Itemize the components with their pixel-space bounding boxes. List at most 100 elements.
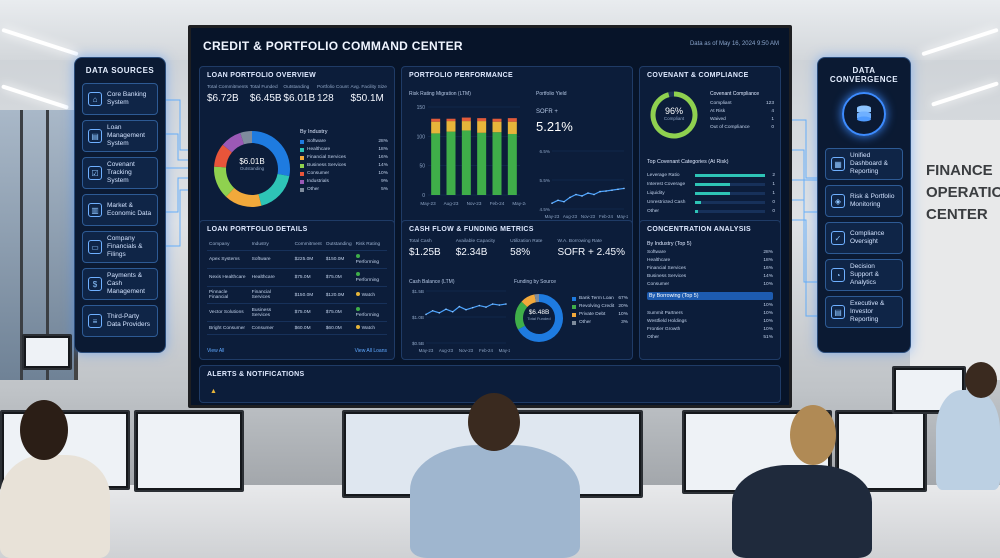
- concentration-industry-row: Financial Services 16%: [647, 265, 773, 273]
- migration-bar-at-risk: [446, 118, 456, 122]
- concentration-borrower-pct: 10%: [763, 311, 773, 316]
- table-row[interactable]: Pinnacle Financial Financial Services $150…: [207, 286, 387, 304]
- cash-flow-kpi-label: Utilization Rate: [510, 239, 543, 244]
- ceiling-light: [1, 84, 69, 110]
- table-cell-commitment: $225.0M: [292, 250, 324, 269]
- yield-x-tick: Feb-24: [599, 214, 613, 219]
- yield-point: [575, 193, 577, 196]
- donut-center-value: $6.01B: [239, 157, 265, 166]
- covenant-category-bar: [695, 192, 730, 195]
- report-icon: ▤: [831, 305, 845, 319]
- rating-label: Performing: [355, 260, 380, 265]
- rating-label: Performing: [355, 313, 380, 318]
- concentration-industry-row: Healthcare 18%: [647, 257, 773, 265]
- table-header[interactable]: Commitment: [292, 239, 324, 251]
- cash-x-tick: Nov-23: [459, 348, 474, 353]
- covenant-category-row: Other 0: [647, 207, 775, 216]
- funding-title: Funding by Source: [514, 279, 556, 285]
- funding-center-label: Total Funded: [527, 316, 551, 321]
- covenant-categories-title: Top Covenant Categories (At Risk): [647, 159, 729, 165]
- table-header[interactable]: Company: [207, 239, 250, 251]
- gauge-value: 96%: [664, 106, 683, 116]
- covenant-category-bar: [695, 201, 701, 204]
- funding-legend-row: Private Debt 10%: [572, 311, 628, 319]
- data-sources-title: DATA SOURCES: [85, 66, 155, 75]
- table-row[interactable]: Apex Systems Software $225.0M $150.0M Perfor…: [207, 250, 387, 269]
- convergence-item[interactable]: ✓ Compliance Oversight: [825, 222, 903, 254]
- concentration-industry-name: Software: [647, 250, 666, 255]
- rating-label: Watch: [361, 293, 376, 298]
- migration-bar-performing: [492, 132, 502, 195]
- table-cell-industry: Business Services: [249, 303, 293, 322]
- payment-icon: $: [88, 277, 102, 291]
- funding-slice: [521, 294, 537, 308]
- cash-flow-title: CASH FLOW & FUNDING METRICS: [409, 226, 534, 233]
- covenant-category-row: Interest Coverage 1: [647, 180, 775, 189]
- industry-legend-row: Financial Services 16%: [300, 154, 388, 162]
- alerts-panel: ALERTS & NOTIFICATIONS ▲: [199, 365, 781, 403]
- migration-bar-at-risk: [507, 118, 517, 122]
- migration-y-tick: 0: [422, 193, 425, 199]
- compliance-summary-row: Out of Compliance 0: [710, 124, 774, 132]
- concentration-borrower-pct: 10%: [763, 303, 773, 308]
- convergence-item[interactable]: ◈ Risk & Portfolio Monitoring: [825, 185, 903, 217]
- operator-far-right-head: [965, 362, 997, 398]
- compliance-summary-value: 0: [771, 125, 774, 130]
- cash-point: [491, 303, 494, 305]
- convergence-item-label: Risk & Portfolio Monitoring: [850, 193, 895, 208]
- data-source-item[interactable]: ≡ Third-Party Data Providers: [82, 305, 158, 337]
- cash-flow-kpi-value: 58%: [510, 247, 531, 258]
- table-row[interactable]: Nexis Healthcare Healthcare $75.0M $75.0M Pe…: [207, 268, 387, 287]
- migration-y-tick: 50: [419, 164, 425, 170]
- industry-legend-name: Software: [307, 139, 326, 144]
- yield-point: [563, 200, 565, 203]
- data-source-item[interactable]: ▤ Loan Management System: [82, 120, 158, 152]
- table-row[interactable]: Bright Consumer Consumer $60.0M $60.0M Watch: [207, 321, 387, 335]
- data-source-item[interactable]: ▥ Market & Economic Data: [82, 194, 158, 226]
- overview-kpi: Total Funded $6.45B: [250, 85, 282, 104]
- concentration-borrower-title[interactable]: By Borrowing (Top 5): [647, 292, 773, 300]
- convergence-item-label: Executive & Investor Reporting: [850, 300, 885, 323]
- warning-icon: ▲: [210, 388, 217, 395]
- yield-point: [611, 189, 613, 191]
- funding-slice: [517, 294, 563, 342]
- concentration-borrower-row: Other 51%: [647, 334, 773, 342]
- industry-legend-name: Healthcare: [307, 147, 331, 152]
- yield-y-tick: 4.5%: [540, 207, 550, 212]
- table-header[interactable]: Outstanding: [323, 239, 354, 251]
- view-all-loans-link[interactable]: View All Loans: [354, 348, 387, 354]
- convergence-item[interactable]: ▦ Unified Dashboard & Reporting: [825, 148, 903, 180]
- analytics-icon: ◔: [831, 268, 845, 282]
- loan-details-title: LOAN PORTFOLIO DETAILS: [207, 226, 308, 233]
- data-source-item[interactable]: $ Payments & Cash Management: [82, 268, 158, 300]
- data-source-item-label: Payments & Cash Management: [107, 272, 145, 295]
- industry-legend-name: Industrials: [307, 179, 329, 184]
- funding-legend-name: Revolving Credit: [579, 304, 615, 309]
- operator-right-head: [790, 405, 836, 465]
- table-header[interactable]: Risk Rating: [353, 239, 387, 251]
- data-source-item[interactable]: ⌂ Core Banking System: [82, 83, 158, 115]
- operator-center: [410, 445, 580, 558]
- portfolio-performance-panel: PORTFOLIO PERFORMANCE Risk Rating Migrat…: [401, 66, 633, 242]
- convergence-item[interactable]: ▤ Executive & Investor Reporting: [825, 296, 903, 328]
- wall-sign: FINANCE OPERATIONS CENTER: [926, 162, 1000, 223]
- industry-legend-row: Other 5%: [300, 186, 388, 194]
- convergence-item[interactable]: ◔ Decision Support & Analytics: [825, 259, 903, 291]
- industry-legend-value: 5%: [381, 187, 388, 192]
- table-cell-outstanding: $150.0M: [323, 250, 354, 269]
- concentration-industry-pct: 16%: [763, 266, 773, 271]
- compliance-summary-label: Out of Compliance: [710, 125, 750, 130]
- data-source-item[interactable]: ▭ Company Financials & Filings: [82, 231, 158, 263]
- view-all-link[interactable]: View All: [207, 348, 225, 354]
- industry-slice: [251, 131, 290, 177]
- concentration-industry-name: Business Services: [647, 274, 687, 279]
- table-cell-commitment: $150.0M: [292, 286, 324, 304]
- cash-balance-title: Cash Balance (LTM): [409, 279, 455, 285]
- table-header[interactable]: Industry: [249, 239, 293, 251]
- table-row[interactable]: Vector Solutions Business Services $75.0M $…: [207, 303, 387, 322]
- cash-flow-kpi: W.A. Borrowing Rate SOFR + 2.45%: [557, 239, 625, 258]
- overview-kpi-value: $6.45B: [249, 93, 282, 104]
- table-cell-company: Bright Consumer: [207, 321, 250, 335]
- data-source-item[interactable]: ☑ Covenant Tracking System: [82, 157, 158, 189]
- table-cell-company: Apex Systems: [207, 250, 250, 269]
